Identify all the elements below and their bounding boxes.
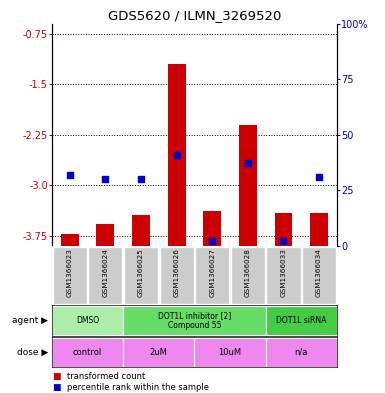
FancyBboxPatch shape [124, 247, 158, 304]
FancyBboxPatch shape [266, 306, 337, 335]
FancyBboxPatch shape [266, 338, 337, 367]
Text: DOT1L inhibitor [2]
Compound 55: DOT1L inhibitor [2] Compound 55 [158, 311, 231, 331]
FancyBboxPatch shape [123, 338, 194, 367]
Point [245, 160, 251, 167]
Point [174, 151, 180, 158]
Bar [203, 211, 221, 246]
Text: GSM1366033: GSM1366033 [280, 248, 286, 297]
Text: 10uM: 10uM [218, 348, 242, 356]
Bar [239, 125, 257, 246]
Bar [310, 213, 328, 246]
FancyBboxPatch shape [52, 338, 123, 367]
Text: dose ▶: dose ▶ [17, 348, 48, 356]
Point [209, 238, 215, 244]
FancyBboxPatch shape [53, 247, 87, 304]
Bar [132, 215, 150, 246]
Text: GSM1366027: GSM1366027 [209, 248, 215, 297]
FancyBboxPatch shape [231, 247, 265, 304]
Text: DOT1L siRNA: DOT1L siRNA [276, 316, 326, 325]
Text: agent ▶: agent ▶ [12, 316, 48, 325]
Bar [97, 224, 114, 246]
FancyBboxPatch shape [52, 306, 123, 335]
FancyBboxPatch shape [302, 247, 336, 304]
Text: GSM1366034: GSM1366034 [316, 248, 322, 297]
Text: ■: ■ [52, 372, 60, 381]
Text: n/a: n/a [295, 348, 308, 356]
FancyBboxPatch shape [266, 247, 301, 304]
Point [280, 238, 286, 244]
Text: 2uM: 2uM [150, 348, 168, 356]
FancyBboxPatch shape [194, 338, 266, 367]
Text: GSM1366025: GSM1366025 [138, 248, 144, 297]
Text: GSM1366023: GSM1366023 [67, 248, 73, 297]
Text: GSM1366028: GSM1366028 [245, 248, 251, 297]
Text: transformed count: transformed count [67, 372, 146, 381]
FancyBboxPatch shape [159, 247, 194, 304]
Point [316, 174, 322, 180]
FancyBboxPatch shape [195, 247, 229, 304]
Point [102, 176, 109, 182]
Text: GSM1366024: GSM1366024 [102, 248, 109, 297]
Title: GDS5620 / ILMN_3269520: GDS5620 / ILMN_3269520 [108, 9, 281, 22]
Point [67, 171, 73, 178]
Text: percentile rank within the sample: percentile rank within the sample [67, 383, 209, 392]
Bar [168, 64, 186, 246]
Text: GSM1366026: GSM1366026 [174, 248, 180, 297]
FancyBboxPatch shape [88, 247, 122, 304]
Text: ■: ■ [52, 383, 60, 392]
Bar [275, 213, 292, 246]
Bar [61, 233, 79, 246]
Point [138, 176, 144, 182]
Text: DMSO: DMSO [76, 316, 99, 325]
Text: control: control [73, 348, 102, 356]
FancyBboxPatch shape [123, 306, 266, 335]
